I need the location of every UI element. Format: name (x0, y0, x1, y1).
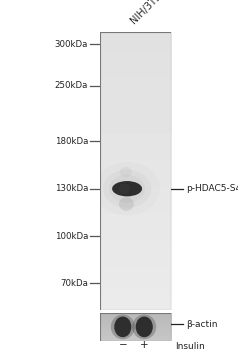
Text: NIH/3T3: NIH/3T3 (129, 0, 163, 26)
Ellipse shape (136, 316, 153, 337)
Text: 180kDa: 180kDa (55, 137, 88, 146)
Ellipse shape (132, 315, 156, 339)
Text: 70kDa: 70kDa (60, 279, 88, 288)
Ellipse shape (112, 181, 142, 196)
Text: Insulin: Insulin (175, 342, 204, 350)
Text: 100kDa: 100kDa (55, 231, 88, 240)
Ellipse shape (103, 170, 151, 208)
Ellipse shape (119, 183, 129, 194)
Text: −: − (119, 340, 127, 350)
Ellipse shape (120, 167, 132, 177)
Ellipse shape (94, 162, 160, 216)
Text: +: + (140, 340, 149, 350)
Text: β-actin: β-actin (186, 320, 218, 329)
Ellipse shape (119, 197, 134, 211)
Text: 300kDa: 300kDa (55, 40, 88, 49)
Ellipse shape (111, 315, 135, 339)
Ellipse shape (114, 316, 131, 337)
Text: p-HDAC5-S498: p-HDAC5-S498 (186, 184, 238, 193)
Text: 130kDa: 130kDa (55, 184, 88, 193)
Text: 250kDa: 250kDa (55, 81, 88, 90)
Ellipse shape (109, 175, 145, 203)
